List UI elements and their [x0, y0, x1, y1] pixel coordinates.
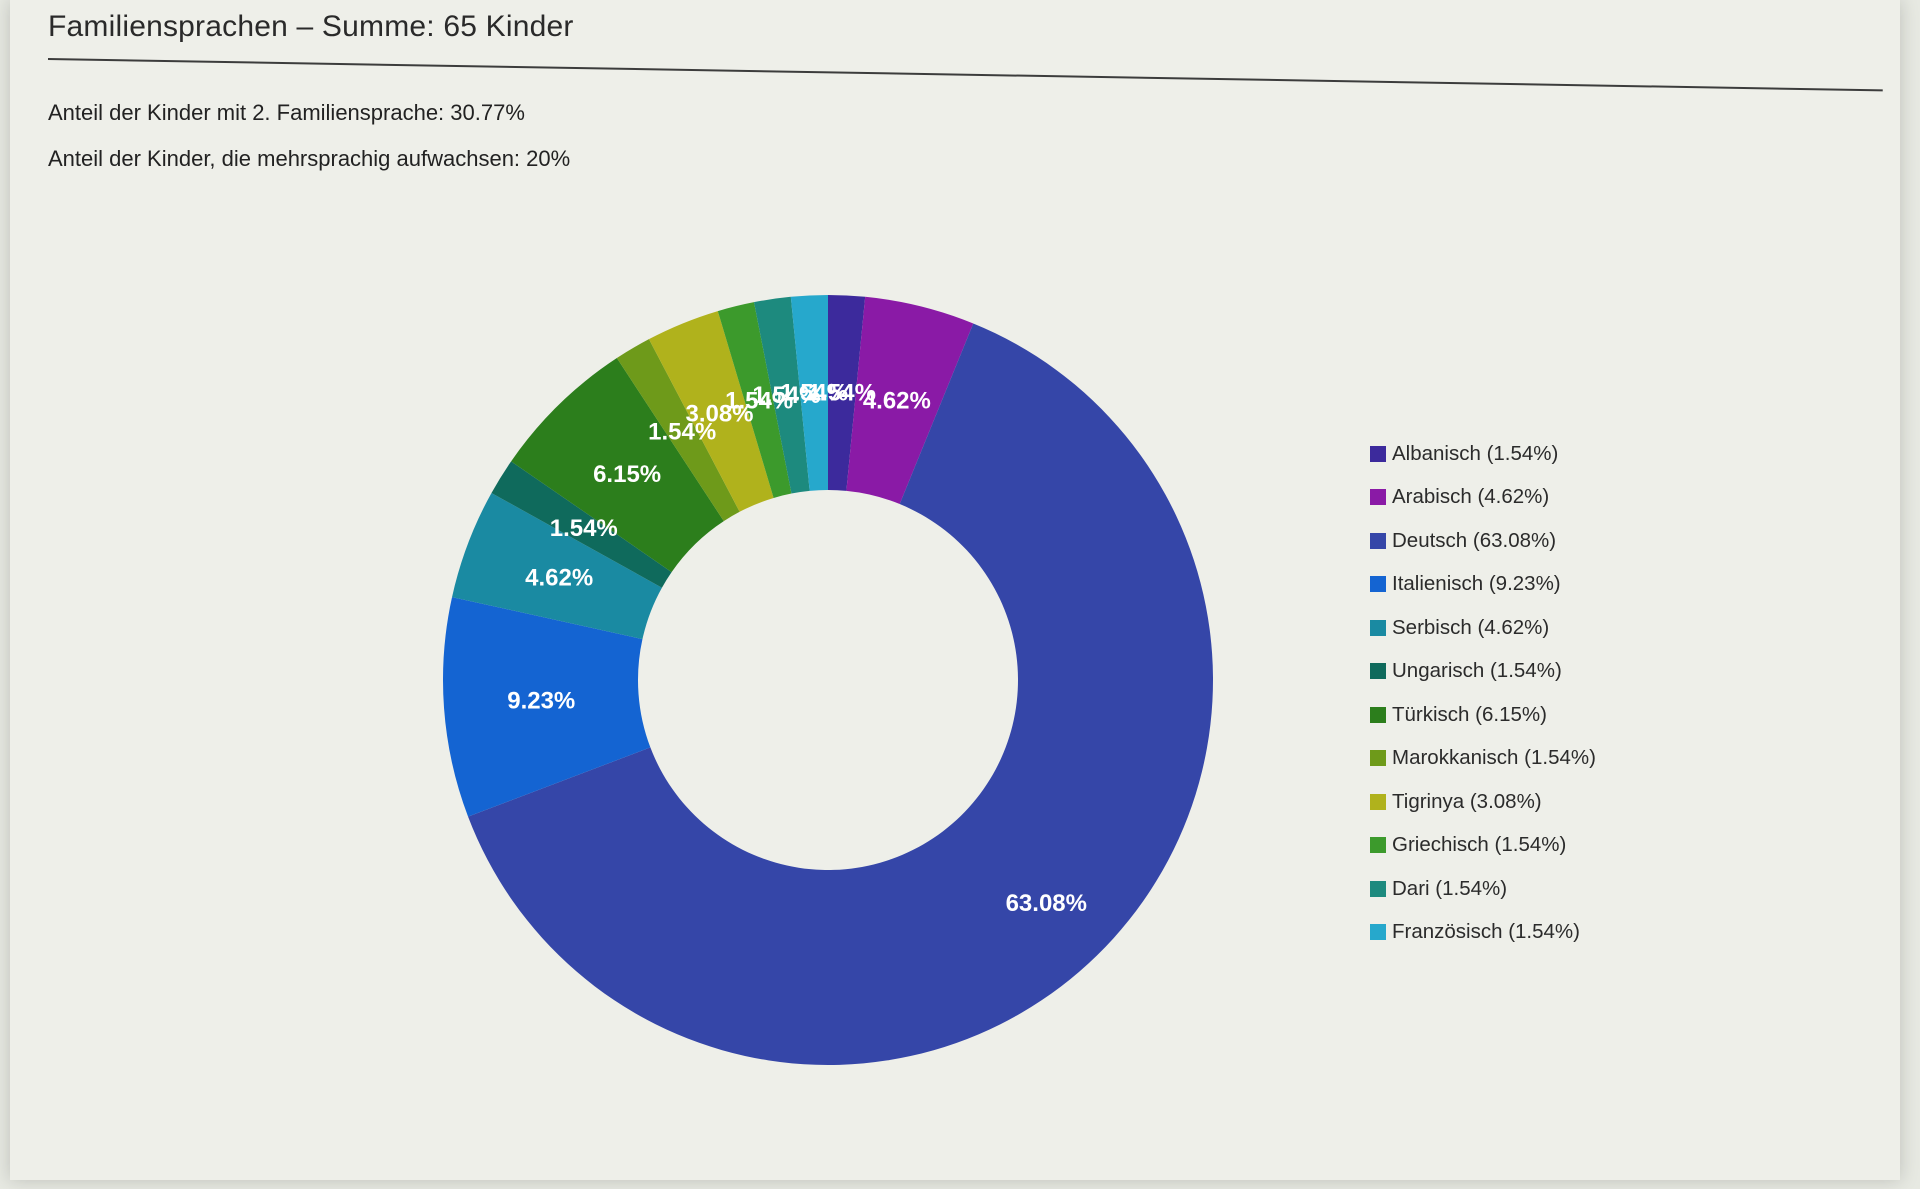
slice-marokkanisch[interactable]: [616, 339, 740, 522]
legend-item-serbisch[interactable]: Serbisch (4.62%): [1370, 606, 1596, 650]
legend-swatch: [1370, 706, 1386, 723]
slice-label-italienisch: 9.23%: [507, 687, 575, 714]
slice-label-tigrinya: 3.08%: [685, 400, 753, 427]
slice-label-ungarisch: 1.54%: [550, 515, 618, 542]
multilingual-share: Anteil der Kinder, die mehrsprachig aufw…: [48, 146, 571, 171]
slice-dari[interactable]: [753, 296, 810, 494]
legend-item-tigrinya[interactable]: Tigrinya (3.08%): [1370, 780, 1596, 824]
legend-label: Albanisch (1.54%): [1392, 441, 1559, 465]
slice-label-arabisch: 4.62%: [863, 387, 931, 414]
legend-item-griechisch[interactable]: Griechisch (1.54%): [1370, 824, 1596, 868]
slice-label-dari: 1.54%: [752, 382, 820, 409]
legend-item-ungarisch[interactable]: Ungarisch (1.54%): [1370, 650, 1596, 694]
legend-label: Arabisch (4.62%): [1392, 485, 1550, 509]
legend-swatch: [1370, 489, 1386, 506]
legend-label: Türkisch (6.15%): [1392, 702, 1547, 726]
legend-swatch: [1370, 532, 1386, 549]
slice-label-marokkanisch: 1.54%: [648, 419, 716, 446]
legend-item-dari[interactable]: Dari (1.54%): [1370, 867, 1596, 911]
legend-item-arabisch[interactable]: Arabisch (4.62%): [1370, 476, 1596, 520]
legend-swatch: [1370, 576, 1386, 593]
slice-serbisch[interactable]: [452, 492, 662, 640]
legend-item-marokkanisch[interactable]: Marokkanisch (1.54%): [1370, 737, 1596, 781]
second-language-share: Anteil der Kinder mit 2. Familiensprache…: [48, 100, 525, 125]
legend-label: Dari (1.54%): [1392, 876, 1508, 900]
legend-swatch: [1370, 924, 1386, 941]
legend-label: Italienisch (9.23%): [1392, 572, 1561, 596]
slice-albanisch[interactable]: [828, 295, 866, 491]
slice-deutsch[interactable]: [468, 323, 1214, 1066]
slice-tigrinya[interactable]: [648, 311, 774, 512]
slice-label-griechisch: 1.54%: [725, 387, 793, 414]
slice-label-deutsch: 63.08%: [1006, 890, 1087, 917]
slice-label-albanisch: 1.54%: [808, 379, 876, 406]
legend-swatch: [1370, 880, 1386, 897]
legend-label: Marokkanisch (1.54%): [1392, 746, 1596, 770]
chart-legend: Albanisch (1.54%) Arabisch (4.62%) Deutsch…: [1370, 432, 1596, 954]
legend-label: Griechisch (1.54%): [1392, 833, 1567, 857]
legend-swatch: [1370, 837, 1386, 854]
legend-swatch: [1370, 793, 1386, 810]
slice-label-türkisch: 6.15%: [593, 461, 661, 488]
legend-label: Deutsch (63.08%): [1392, 528, 1557, 552]
slice-label-serbisch: 4.62%: [525, 565, 593, 592]
legend-label: Französisch (1.54%): [1392, 920, 1580, 944]
slice-italienisch[interactable]: [443, 597, 651, 817]
legend-label: Serbisch (4.62%): [1392, 615, 1550, 639]
legend-swatch: [1370, 663, 1386, 680]
legend-item-türkisch[interactable]: Türkisch (6.15%): [1370, 693, 1596, 737]
legend-swatch: [1370, 750, 1386, 767]
legend-item-italienisch[interactable]: Italienisch (9.23%): [1370, 563, 1596, 607]
legend-label: Ungarisch (1.54%): [1392, 659, 1562, 683]
slice-französisch[interactable]: [790, 295, 828, 491]
legend-label: Tigrinya (3.08%): [1392, 789, 1542, 813]
slice-türkisch[interactable]: [511, 358, 724, 573]
legend-swatch: [1370, 445, 1386, 462]
legend-swatch: [1370, 619, 1386, 636]
legend-item-deutsch[interactable]: Deutsch (63.08%): [1370, 519, 1596, 563]
legend-item-französisch[interactable]: Französisch (1.54%): [1370, 911, 1596, 955]
slice-label-französisch: 1.54%: [780, 379, 848, 406]
slice-griechisch[interactable]: [717, 302, 792, 498]
slice-arabisch[interactable]: [846, 296, 974, 505]
chart-title: Familiensprachen – Summe: 65 Kinder: [48, 10, 574, 43]
legend-item-albanisch[interactable]: Albanisch (1.54%): [1370, 432, 1596, 476]
slice-ungarisch[interactable]: [491, 461, 672, 588]
